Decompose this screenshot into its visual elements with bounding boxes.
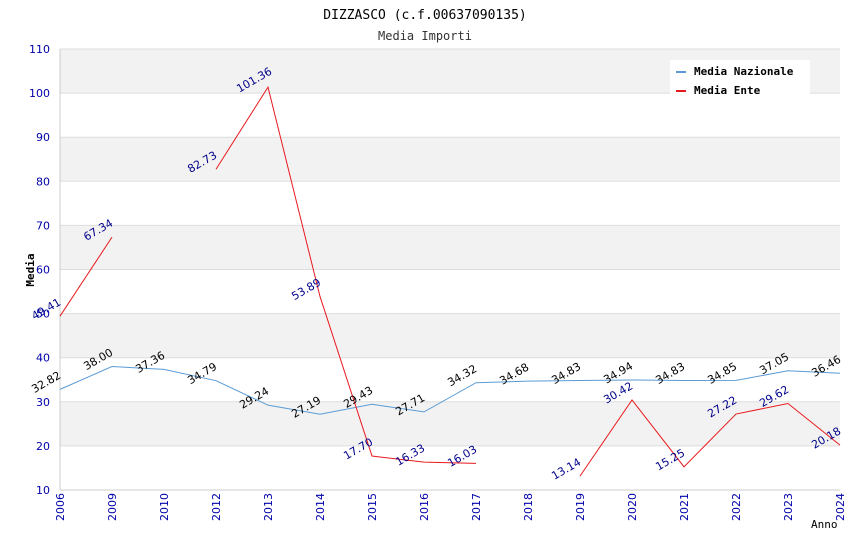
x-tick-label: 2009 xyxy=(106,493,119,521)
legend-box xyxy=(670,60,810,100)
chart-title: DIZZASCO (c.f.00637090135) xyxy=(323,8,527,23)
series-line-1 xyxy=(59,236,113,317)
band-10-20 xyxy=(60,445,840,490)
data-label: 32.82 xyxy=(29,369,63,396)
y-tick-label: 30 xyxy=(36,396,50,409)
series-lines xyxy=(59,85,841,477)
x-tick-label: 2019 xyxy=(574,493,587,521)
y-tick-label: 60 xyxy=(36,264,50,277)
series-line-0 xyxy=(59,366,841,415)
band-80-90 xyxy=(60,137,840,182)
x-tick-label: 2018 xyxy=(522,493,535,521)
series-line-1 xyxy=(215,85,477,464)
x-axis-title: Anno xyxy=(811,518,838,531)
x-tick-label: 2010 xyxy=(158,493,171,521)
band-90-100 xyxy=(60,93,840,138)
y-tick-label: 80 xyxy=(36,175,50,188)
x-tick-label: 2006 xyxy=(54,493,67,521)
chart-subtitle: Media Importi xyxy=(378,29,472,43)
legend-label-nazionale: Media Nazionale xyxy=(694,65,794,78)
band-70-80 xyxy=(60,181,840,226)
x-tick-label: 2012 xyxy=(210,493,223,521)
legend-label-ente: Media Ente xyxy=(694,84,761,97)
x-tick-label: 2024 xyxy=(834,493,847,521)
x-tick-labels: 2006 2009 2010 2012 2013 2014 2015 2016 2017 2018… xyxy=(54,493,847,521)
band-30-40 xyxy=(60,357,840,402)
x-tick-label: 2021 xyxy=(678,493,691,521)
background-bands xyxy=(60,49,840,490)
x-tick-label: 2013 xyxy=(262,493,275,521)
y-tick-label: 110 xyxy=(29,43,50,56)
y-tick-label: 100 xyxy=(29,87,50,100)
y-tick-labels: 10 20 30 40 50 60 70 80 90 100 110 xyxy=(29,43,50,497)
y-tick-label: 20 xyxy=(36,440,50,453)
y-tick-label: 10 xyxy=(36,484,50,497)
y-axis-title: Media xyxy=(24,253,37,286)
x-tick-label: 2022 xyxy=(730,493,743,521)
series-line-1 xyxy=(579,399,841,477)
x-tick-label: 2014 xyxy=(314,493,327,521)
y-tick-label: 40 xyxy=(36,352,50,365)
legend: Media Nazionale Media Ente xyxy=(670,60,810,100)
band-50-60 xyxy=(60,269,840,314)
y-tick-label: 90 xyxy=(36,131,50,144)
x-tick-label: 2016 xyxy=(418,493,431,521)
x-tick-label: 2023 xyxy=(782,493,795,521)
band-60-70 xyxy=(60,225,840,270)
x-tick-label: 2017 xyxy=(470,493,483,521)
x-tick-label: 2015 xyxy=(366,493,379,521)
y-tick-label: 50 xyxy=(36,308,50,321)
band-20-30 xyxy=(60,401,840,446)
y-tick-label: 70 xyxy=(36,219,50,232)
band-40-50 xyxy=(60,313,840,358)
x-tick-label: 2020 xyxy=(626,493,639,521)
